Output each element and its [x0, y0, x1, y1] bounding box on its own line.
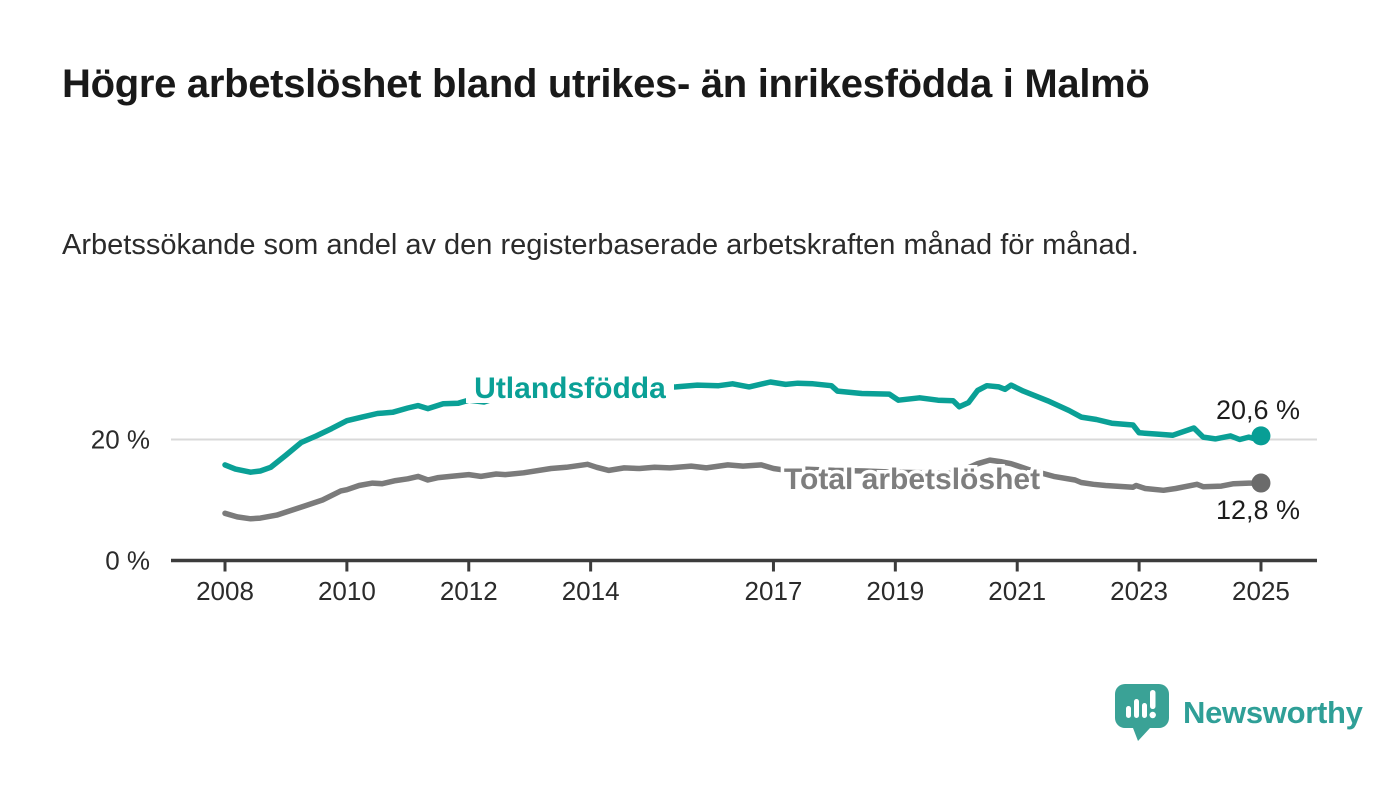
- x-tick-label-2017: 2017: [745, 576, 803, 606]
- chart-subtitle: Arbetssökande som andel av den registerb…: [62, 229, 1139, 261]
- bar-2: [1134, 699, 1139, 718]
- x-tick-label-2021: 2021: [988, 576, 1046, 606]
- end-value-label-total: 12,8 %: [1216, 495, 1300, 525]
- bar-3: [1142, 703, 1147, 718]
- bar-1: [1126, 706, 1131, 718]
- x-tick-label-2014: 2014: [562, 576, 620, 606]
- utlandsfodda-label-mask: [466, 369, 674, 403]
- x-tick-label-2019: 2019: [866, 576, 924, 606]
- y-tick-label-20: 20 %: [91, 425, 150, 455]
- line-total-arbetsloshet: [222, 457, 1264, 522]
- exclamation-dot: [1149, 711, 1156, 719]
- end-dot-utlandsfodda: [1251, 426, 1271, 446]
- series-label-total-arbetsloshet: Total arbetslöshet: [784, 463, 1040, 496]
- x-tick-label-2023: 2023: [1110, 576, 1168, 606]
- end-dot-total: [1251, 473, 1271, 493]
- newsworthy-logo-icon: [1115, 684, 1169, 741]
- chart-title: Högre arbetslöshet bland utrikes- än inr…: [62, 62, 1150, 106]
- newsworthy-brand-name: Newsworthy: [1183, 695, 1363, 730]
- x-tick-label-2025: 2025: [1232, 576, 1290, 606]
- newsworthy-logo: Newsworthy: [1115, 684, 1363, 742]
- exclamation-bar: [1150, 690, 1156, 709]
- x-tick-label-2010: 2010: [318, 576, 376, 606]
- end-value-label-utlandsfodda: 20,6 %: [1216, 395, 1300, 425]
- y-tick-label-0: 0 %: [105, 546, 150, 576]
- series-label-utlandsfodda: Utlandsfödda: [474, 372, 666, 405]
- x-tick-label-2008: 2008: [196, 576, 254, 606]
- x-tick-label-2012: 2012: [440, 576, 498, 606]
- line-utlandsfodda: [222, 379, 1264, 475]
